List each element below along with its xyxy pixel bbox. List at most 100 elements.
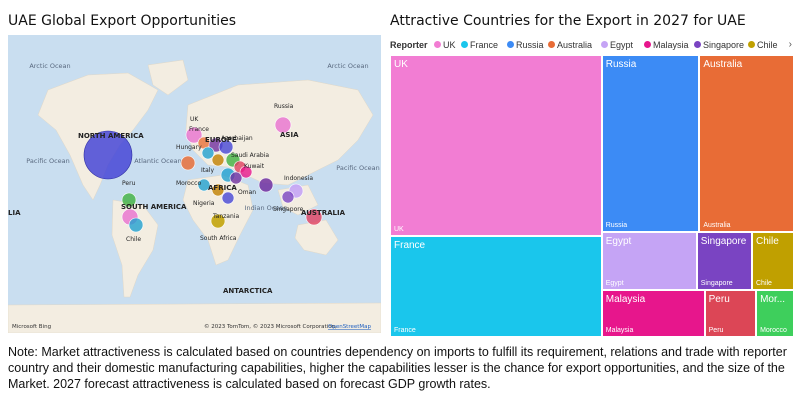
tile-label: Australia bbox=[703, 59, 743, 70]
bubble-russia[interactable] bbox=[274, 116, 292, 134]
label-kuwait: Kuwait bbox=[244, 163, 265, 170]
bubble-africa-3[interactable] bbox=[221, 191, 235, 205]
treemap-tile-peru[interactable]: Peru Peru bbox=[704, 289, 757, 337]
map-attribution-link[interactable]: OpenStreetMap bbox=[328, 324, 372, 330]
tile-category-label: Peru bbox=[708, 326, 724, 334]
bubble-asia-1[interactable] bbox=[258, 177, 274, 193]
legend-swatch bbox=[644, 41, 651, 48]
map-title: UAE Global Export Opportunities bbox=[8, 13, 237, 29]
tile-category-label: Australia bbox=[703, 221, 731, 229]
label-asia: ASIA bbox=[280, 131, 299, 139]
legend-swatch bbox=[601, 41, 608, 48]
bubble-morocco[interactable] bbox=[180, 155, 196, 171]
legend-item-egypt[interactable]: Egypt bbox=[601, 40, 633, 50]
legend-item-france[interactable]: France bbox=[461, 40, 498, 50]
legend-next-icon[interactable]: › bbox=[788, 39, 792, 50]
land-south-america bbox=[111, 199, 159, 298]
legend-swatch bbox=[434, 41, 441, 48]
bubble-europe-1[interactable] bbox=[201, 146, 215, 160]
label-russia: Russia bbox=[274, 103, 294, 110]
treemap-tile-egypt[interactable]: Egypt Egypt bbox=[601, 231, 697, 290]
label-australia: AUSTRALIA bbox=[301, 209, 346, 217]
map-canvas[interactable]: Arctic Ocean Arctic Ocean Pacific Ocean … bbox=[8, 35, 381, 333]
legend-item-australia[interactable]: Australia bbox=[548, 40, 592, 50]
land-greenland bbox=[147, 59, 189, 96]
bubble-africa-1[interactable] bbox=[229, 171, 243, 185]
treemap-tile-russia[interactable]: Russia Russia bbox=[601, 55, 700, 232]
legend-swatch bbox=[748, 41, 755, 48]
ocean-label-pacific-east: Pacific Ocean bbox=[336, 164, 380, 172]
legend-item-chile[interactable]: Chile bbox=[748, 40, 778, 50]
tile-category-label: Chile bbox=[756, 279, 772, 287]
tile-label: Chile bbox=[756, 235, 779, 247]
legend-label: Chile bbox=[757, 40, 778, 50]
treemap-tile-australia[interactable]: Australia Australia bbox=[699, 55, 794, 232]
label-nigeria: Nigeria bbox=[193, 200, 215, 207]
treemap-tile-malaysia[interactable]: Malaysia Malaysia bbox=[601, 289, 705, 337]
bubble-tanzania[interactable] bbox=[210, 213, 226, 229]
label-africa: AFRICA bbox=[208, 184, 237, 192]
treemap-tile-singapore[interactable]: Singapore Singapore bbox=[696, 231, 752, 290]
tile-label: France bbox=[394, 239, 426, 251]
label-italy: Italy bbox=[201, 167, 214, 174]
tile-label: Egypt bbox=[605, 235, 632, 247]
treemap-tile-morocco[interactable]: Mor... Morocco bbox=[756, 289, 794, 337]
label-france: France bbox=[189, 126, 209, 133]
bubble-peru[interactable] bbox=[121, 192, 137, 208]
bubble-singapore[interactable] bbox=[281, 190, 295, 204]
label-hungary: Hungary bbox=[176, 144, 202, 151]
legend-swatch bbox=[548, 41, 555, 48]
bubble-uk[interactable] bbox=[185, 126, 203, 144]
tile-category-label: Singapore bbox=[700, 279, 733, 287]
tile-category-label: Russia bbox=[605, 221, 628, 229]
label-oman: Oman bbox=[238, 189, 256, 196]
bubble-africa-2[interactable] bbox=[211, 183, 225, 197]
tile-label: UK bbox=[394, 59, 408, 70]
tile-label: Mor... bbox=[760, 293, 786, 305]
bubble-north-america[interactable] bbox=[83, 130, 133, 180]
bing-logo: Microsoft Bing bbox=[12, 324, 51, 330]
label-peru: Peru bbox=[122, 180, 136, 187]
bubbles bbox=[83, 116, 323, 233]
bubble-nigeria[interactable] bbox=[197, 178, 211, 192]
legend-label: Malaysia bbox=[653, 40, 689, 50]
world-map[interactable]: Arctic Ocean Arctic Ocean Pacific Ocean … bbox=[8, 35, 381, 333]
legend-item-malaysia[interactable]: Malaysia bbox=[644, 40, 689, 50]
label-morocco: Morocco bbox=[176, 180, 201, 187]
legend-label: Australia bbox=[557, 40, 593, 50]
legend-item-uk[interactable]: UK bbox=[434, 40, 456, 50]
legend-label: Singapore bbox=[703, 40, 745, 50]
tile-label: Singapore bbox=[700, 235, 747, 247]
ocean-label-arctic-west: Arctic Ocean bbox=[29, 62, 70, 70]
label-singapore: Singapore bbox=[273, 206, 304, 213]
land-antarctica bbox=[8, 302, 381, 333]
bubble-azerbaijan[interactable] bbox=[218, 139, 234, 155]
legend-label: France bbox=[470, 40, 499, 50]
tile-label: Malaysia bbox=[605, 293, 646, 305]
ocean-label-pacific-west: Pacific Ocean bbox=[26, 157, 70, 165]
treemap-tile-france[interactable]: France France bbox=[390, 235, 602, 337]
label-south-africa: South Africa bbox=[200, 235, 237, 242]
legend-item-russia[interactable]: Russia bbox=[507, 40, 544, 50]
bubble-chile[interactable] bbox=[128, 217, 144, 233]
label-azerbaijan: Azerbaijan bbox=[221, 135, 253, 142]
tile-label: Peru bbox=[708, 293, 730, 305]
bubble-oman[interactable] bbox=[239, 165, 253, 179]
map-attribution: © 2023 TomTom, © 2023 Microsoft Corporat… bbox=[204, 323, 337, 330]
tile-category-label: France bbox=[394, 326, 416, 334]
legend-swatch bbox=[507, 41, 514, 48]
legend-swatch bbox=[461, 41, 468, 48]
land-australia bbox=[294, 219, 339, 256]
bubble-australia[interactable] bbox=[305, 208, 323, 226]
treemap-tile-chile[interactable]: Chile Chile bbox=[752, 231, 794, 290]
label-north-america: NORTH AMERICA bbox=[78, 132, 144, 140]
bubble-europe-2[interactable] bbox=[211, 153, 225, 167]
treemap: UK UK France France Russia Russia Australia Aus… bbox=[390, 55, 794, 337]
treemap-tile-uk[interactable]: UK UK bbox=[390, 55, 602, 236]
label-lia: LIA bbox=[8, 209, 21, 217]
label-indonesia: Indonesia bbox=[284, 175, 313, 182]
legend-label: Russia bbox=[516, 40, 544, 50]
tile-category-label: Egypt bbox=[605, 279, 624, 287]
label-south-america: SOUTH AMERICA bbox=[121, 203, 187, 211]
legend-item-singapore[interactable]: Singapore bbox=[694, 40, 744, 50]
